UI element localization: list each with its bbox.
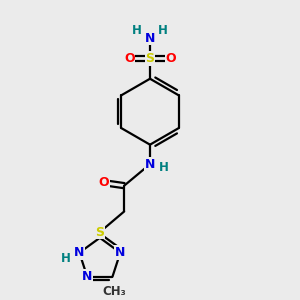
Text: O: O	[99, 176, 110, 189]
Text: N: N	[145, 158, 155, 171]
Text: S: S	[95, 226, 104, 238]
Text: N: N	[74, 246, 85, 259]
Text: H: H	[158, 23, 168, 37]
Text: O: O	[165, 52, 176, 65]
Text: H: H	[159, 160, 169, 173]
Text: N: N	[145, 32, 155, 44]
Text: S: S	[146, 52, 154, 65]
Text: CH₃: CH₃	[102, 284, 126, 298]
Text: N: N	[82, 270, 92, 283]
Text: O: O	[124, 52, 135, 65]
Text: H: H	[132, 23, 142, 37]
Text: H: H	[61, 252, 70, 265]
Text: N: N	[115, 246, 125, 259]
